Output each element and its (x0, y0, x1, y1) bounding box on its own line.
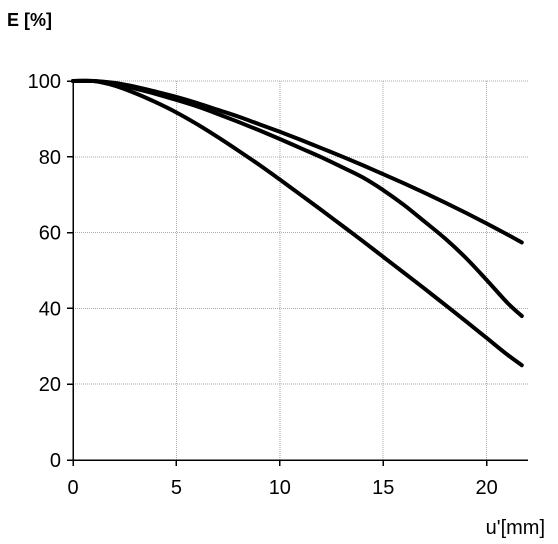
label-layer: 0 20 40 60 80 100 0 5 10 15 20 (28, 71, 498, 499)
x-tick-label: 5 (171, 477, 182, 499)
x-tick-label: 15 (372, 477, 394, 499)
series-layer (71, 78, 524, 368)
y-tick-label: 100 (28, 71, 61, 93)
x-axis-title: u'[mm] (486, 517, 545, 539)
series-line-3 (71, 78, 524, 368)
y-tick-label: 20 (39, 374, 61, 396)
y-tick-label: 0 (50, 450, 61, 472)
y-axis-title: E [%] (7, 10, 52, 30)
x-tick-label: 10 (269, 477, 291, 499)
axis-layer (67, 80, 528, 466)
y-tick-label: 40 (39, 298, 61, 320)
series-line-2 (71, 78, 524, 318)
x-tick-label: 0 (67, 477, 78, 499)
series-line-1 (71, 78, 524, 245)
y-tick-label: 60 (39, 223, 61, 245)
x-tick-label: 20 (476, 477, 498, 499)
y-tick-label: 80 (39, 147, 61, 169)
